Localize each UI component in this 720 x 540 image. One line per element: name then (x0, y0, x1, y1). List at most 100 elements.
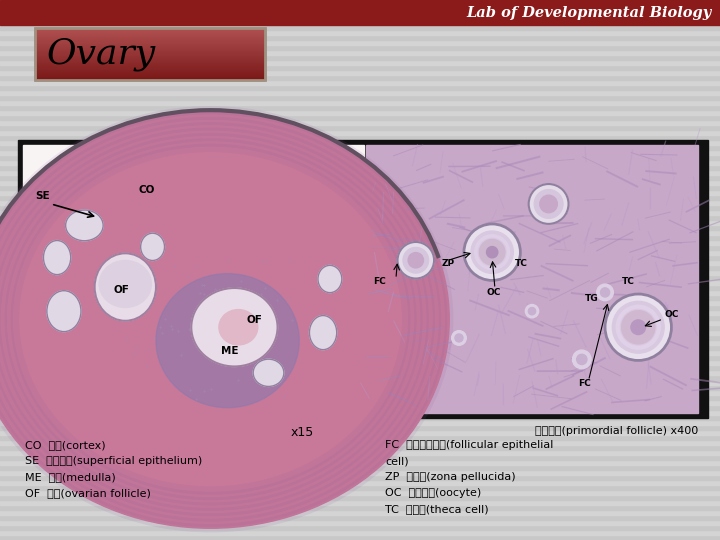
Bar (0, 455, 720, 460)
Bar (35, 47, 265, 49)
Bar (0, 450, 720, 455)
Bar (0, 100, 720, 105)
Circle shape (540, 195, 557, 213)
Ellipse shape (253, 359, 284, 387)
Circle shape (403, 247, 428, 273)
Bar (0, 270, 720, 275)
Circle shape (597, 284, 613, 301)
Text: FC: FC (578, 379, 591, 388)
Text: OF: OF (246, 315, 262, 325)
Text: ME  수질(medulla): ME 수질(medulla) (25, 472, 116, 482)
Bar (0, 125, 720, 130)
Circle shape (621, 310, 655, 344)
Bar (0, 30, 720, 35)
Bar (35, 77, 265, 78)
Bar (0, 265, 720, 270)
Text: ZP: ZP (441, 259, 454, 268)
Text: Lab of Developmental Biology: Lab of Developmental Biology (467, 5, 712, 19)
Circle shape (526, 305, 539, 318)
Bar (0, 510, 720, 515)
Text: cell): cell) (385, 456, 409, 466)
Circle shape (464, 224, 521, 280)
Bar (35, 31, 265, 33)
Bar (0, 290, 720, 295)
Bar (0, 110, 720, 115)
Bar (23, 145, 364, 413)
Bar (0, 140, 720, 145)
Bar (0, 255, 720, 260)
Circle shape (600, 288, 610, 297)
Bar (0, 390, 720, 395)
Bar (0, 175, 720, 180)
Circle shape (480, 240, 505, 265)
Bar (0, 535, 720, 540)
Bar (35, 30, 265, 31)
Ellipse shape (156, 274, 300, 408)
Bar (0, 325, 720, 330)
Bar (0, 65, 720, 70)
Bar (0, 35, 720, 40)
Bar (35, 28, 265, 30)
Bar (0, 155, 720, 160)
Text: ZP  투명층(zona pellucida): ZP 투명층(zona pellucida) (385, 472, 516, 482)
Circle shape (408, 253, 423, 268)
Bar (0, 230, 720, 235)
Bar (0, 470, 720, 475)
Text: OC: OC (487, 287, 501, 296)
Bar (35, 63, 265, 64)
Bar (0, 340, 720, 345)
Bar (0, 80, 720, 85)
Bar (0, 405, 720, 410)
Text: SE  표면상피(superficial epithelium): SE 표면상피(superficial epithelium) (25, 456, 202, 466)
Text: x15: x15 (291, 426, 314, 439)
Bar (35, 52, 265, 54)
Bar (0, 360, 720, 365)
Bar (0, 245, 720, 250)
Bar (0, 5, 720, 10)
Bar (35, 37, 265, 38)
Bar (0, 165, 720, 170)
Circle shape (612, 301, 664, 353)
Circle shape (528, 307, 536, 315)
Bar (0, 480, 720, 485)
Text: OF: OF (113, 285, 129, 295)
Bar (0, 145, 720, 150)
Bar (35, 61, 265, 63)
Bar (0, 260, 720, 265)
Ellipse shape (66, 210, 103, 241)
Ellipse shape (43, 240, 71, 275)
Bar (0, 15, 720, 20)
Bar (35, 54, 265, 56)
Bar (0, 460, 720, 465)
Bar (35, 49, 265, 51)
Text: TC: TC (515, 259, 528, 268)
Bar (0, 235, 720, 240)
Bar (0, 320, 720, 325)
Bar (0, 275, 720, 280)
Bar (0, 295, 720, 300)
Bar (0, 430, 720, 435)
Bar (0, 310, 720, 315)
Text: TC: TC (621, 277, 634, 286)
Bar (0, 135, 720, 140)
Bar (0, 305, 720, 310)
Bar (0, 210, 720, 215)
Bar (0, 45, 720, 50)
Ellipse shape (99, 260, 151, 307)
Bar (0, 85, 720, 90)
Text: TG: TG (585, 294, 599, 303)
Polygon shape (23, 145, 364, 413)
Bar (0, 355, 720, 360)
Bar (0, 185, 720, 190)
Bar (0, 315, 720, 320)
Bar (0, 440, 720, 445)
Text: Ovary: Ovary (47, 37, 156, 71)
Bar (0, 300, 720, 305)
Bar (0, 220, 720, 225)
Text: FC  난포상피세포(follicular epithelial: FC 난포상피세포(follicular epithelial (385, 440, 554, 450)
Bar (35, 44, 265, 45)
Ellipse shape (310, 315, 337, 350)
Bar (0, 190, 720, 195)
Bar (0, 200, 720, 205)
Text: OC: OC (665, 310, 679, 319)
